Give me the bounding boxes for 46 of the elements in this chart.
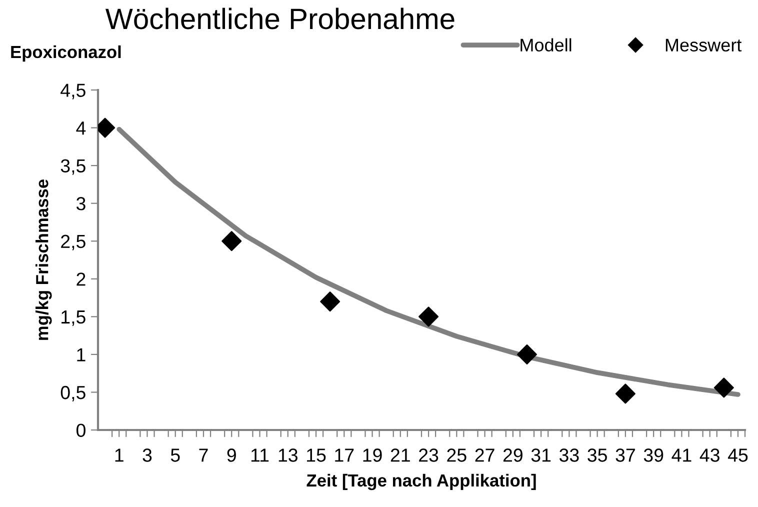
x-tick-label: 27 <box>475 448 494 462</box>
x-tick-label: 25 <box>447 448 466 462</box>
x-tick-label: 33 <box>559 448 579 462</box>
y-tick-label: 3,5 <box>60 159 86 175</box>
x-tick-label: 23 <box>419 448 438 462</box>
x-tick-label: 43 <box>700 448 720 462</box>
chart-subtitle: Epoxiconazol <box>11 45 121 62</box>
legend-label: Modell <box>520 38 572 52</box>
point <box>714 378 734 398</box>
y-tick-label: 1 <box>77 348 86 362</box>
point <box>222 231 242 252</box>
x-tick-label: 21 <box>390 448 410 462</box>
x-tick-label: 19 <box>363 448 382 462</box>
x-tick-label: 11 <box>251 448 269 462</box>
line-series <box>116 126 740 397</box>
y-tick-label: 2 <box>76 272 86 286</box>
x-tick-label: 39 <box>644 448 664 462</box>
x-tick-label: 35 <box>588 448 607 462</box>
point <box>615 384 636 404</box>
x-tick-label: 9 <box>227 448 236 462</box>
x-axis-title: Zeit [Tage nach Applikation] <box>306 474 536 490</box>
x-tick-label: 13 <box>278 448 298 462</box>
point <box>320 292 340 312</box>
y-tick-label: 1,5 <box>62 310 86 326</box>
x-tick-label: 7 <box>199 448 208 462</box>
x-tick-label: 1 <box>115 448 124 462</box>
x-tick-label: 41 <box>672 448 692 462</box>
x-tick-label: 3 <box>142 448 152 462</box>
x-tick-label: 17 <box>335 448 354 462</box>
chart-title: Wöchentliche Probenahme <box>106 8 454 30</box>
y-tick-label: 2,5 <box>61 234 86 250</box>
y-tick-label: 0 <box>76 424 86 437</box>
x-tick-label: 29 <box>503 448 522 462</box>
y-tick-label: 0,5 <box>60 386 86 402</box>
point <box>516 344 537 364</box>
x-tick-label: 37 <box>616 448 635 462</box>
x-tick-label: 15 <box>307 448 326 462</box>
x-tick-label: 45 <box>728 448 748 462</box>
y-tick-label: 3 <box>76 197 86 210</box>
point <box>418 306 439 327</box>
y-tick-label: 4,5 <box>60 84 86 100</box>
x-tick-label: 31 <box>531 448 551 462</box>
y-axis-title: mg/kg Frischmasse <box>36 180 52 340</box>
x-tick-label: 5 <box>170 448 180 462</box>
y-tick-label: 4 <box>76 122 86 135</box>
legend-label: Messwert <box>666 38 742 52</box>
